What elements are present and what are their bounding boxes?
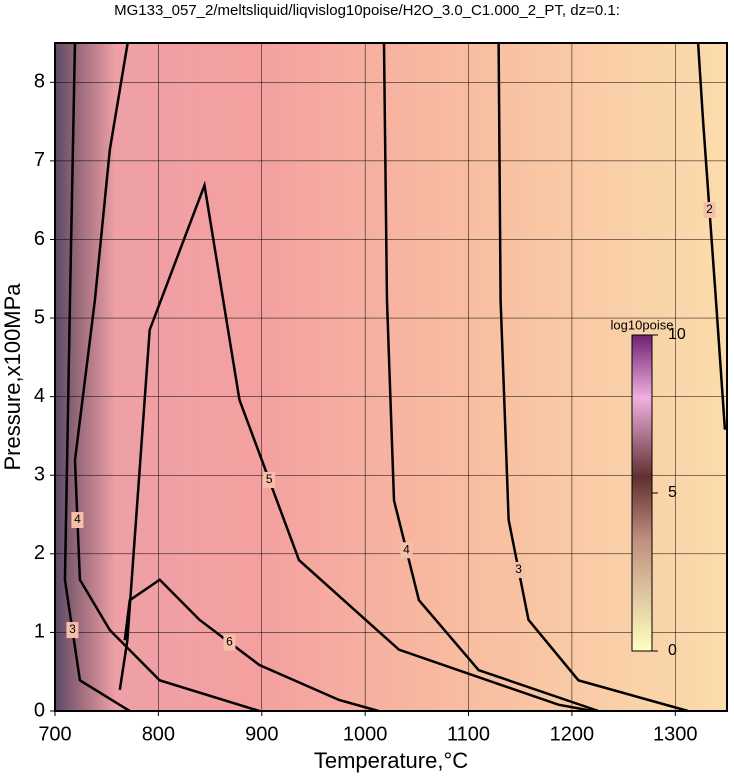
y-tick-label: 5 — [34, 306, 45, 328]
contour-label: 6 — [226, 635, 233, 649]
contour-label-group: 4 — [400, 542, 413, 559]
contour-line — [123, 578, 379, 713]
x-tick-label: 1200 — [550, 723, 595, 745]
contour-label: 5 — [266, 472, 273, 486]
x-axis-label: Temperature,°C — [314, 748, 468, 773]
contour-label-bg — [71, 512, 84, 529]
y-tick-label: 0 — [34, 699, 45, 721]
contour-label-bg — [66, 622, 79, 639]
colorbar-tick-label: 10 — [668, 326, 686, 343]
x-tick-label: 900 — [245, 723, 278, 745]
x-tick-label: 700 — [38, 723, 71, 745]
contour-label: 3 — [515, 562, 522, 576]
chart-title: MG133_057_2/meltsliquid/liqvislog10poise… — [114, 2, 620, 19]
contour-label-group: 3 — [66, 622, 79, 639]
contour-label: 3 — [69, 622, 76, 636]
colorbar-tick-label: 5 — [668, 484, 677, 501]
contour-line — [63, 42, 131, 713]
contour-label: 4 — [403, 542, 410, 556]
contour-label-group: 2 — [703, 202, 716, 218]
contour-label-group: 6 — [223, 634, 236, 651]
x-tick-label: 800 — [142, 723, 175, 745]
contour-label-bg — [512, 561, 525, 578]
contour-label-group: 5 — [263, 471, 276, 488]
colorbar-label: log10poise — [611, 317, 674, 332]
contour-line — [118, 180, 593, 713]
y-axis-label: Pressure,x100MPa — [0, 283, 25, 471]
contour-label-group: 3 — [512, 561, 525, 578]
y-tick-label: 2 — [34, 542, 45, 564]
contour-label: 2 — [706, 202, 713, 216]
y-tick-label: 3 — [34, 464, 45, 486]
y-tick-label: 1 — [34, 621, 45, 643]
contour-label-bg — [223, 634, 236, 651]
y-tick-label: 8 — [34, 71, 45, 93]
x-tick-label: 1300 — [653, 723, 698, 745]
y-tick-label: 7 — [34, 149, 45, 171]
contour-label-bg — [703, 202, 716, 218]
colorbar — [631, 334, 653, 652]
x-tick-label: 1000 — [343, 723, 388, 745]
contour-label-group: 4 — [71, 512, 84, 529]
colorbar-tick-label: 0 — [668, 642, 677, 659]
contour-label: 4 — [74, 512, 81, 526]
y-tick-label: 6 — [34, 228, 45, 250]
plot-area: 3 4 5 6 4 3 2 — [54, 42, 727, 713]
x-tick-label: 1100 — [447, 723, 490, 745]
y-tick-label: 4 — [34, 385, 45, 407]
contour-label-bg — [400, 542, 413, 559]
color-field — [55, 43, 727, 711]
contour-label-bg — [263, 471, 276, 488]
frame — [54, 42, 728, 712]
